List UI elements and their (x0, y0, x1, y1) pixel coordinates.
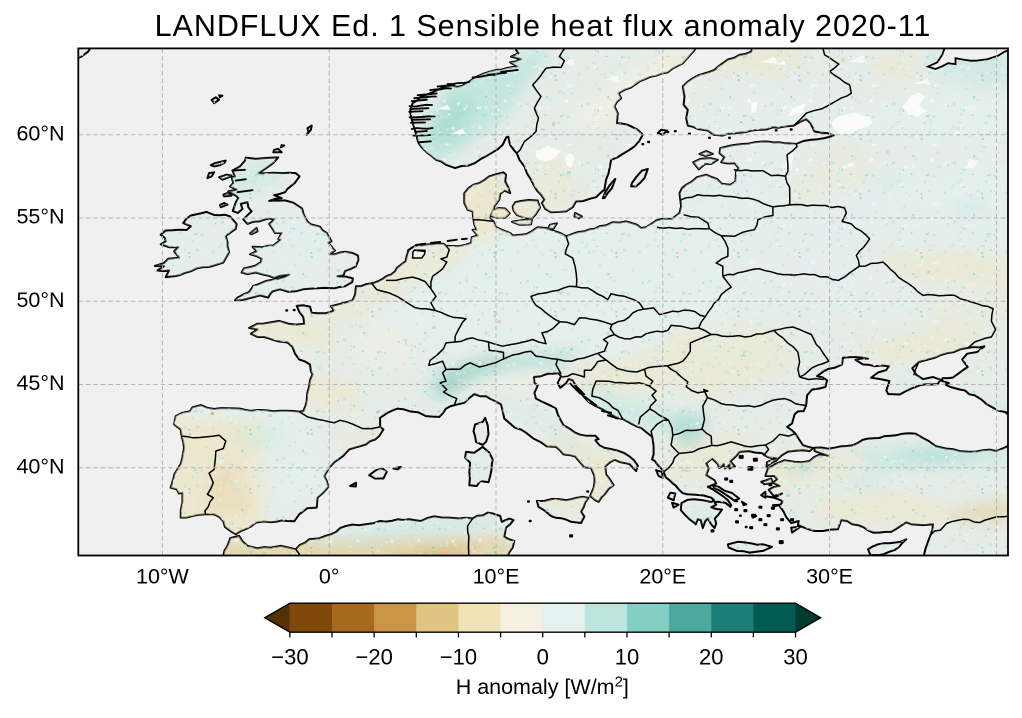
svg-text:10: 10 (615, 645, 639, 670)
svg-text:−20: −20 (356, 645, 393, 670)
svg-text:LANDFLUX Ed. 1 Sensible heat f: LANDFLUX Ed. 1 Sensible heat flux anomal… (155, 9, 932, 43)
svg-text:20°E: 20°E (639, 565, 686, 589)
svg-text:30°E: 30°E (806, 565, 853, 589)
svg-text:H anomaly [W/m2]: H anomaly [W/m2] (456, 674, 629, 700)
svg-text:10°W: 10°W (136, 565, 190, 589)
svg-text:60°N: 60°N (16, 121, 64, 145)
svg-text:−10: −10 (440, 645, 477, 670)
svg-text:0°: 0° (319, 565, 340, 589)
svg-text:30: 30 (783, 645, 807, 670)
svg-text:50°N: 50°N (16, 288, 64, 312)
svg-text:0: 0 (537, 645, 549, 670)
svg-text:55°N: 55°N (16, 205, 64, 229)
svg-text:−30: −30 (271, 645, 308, 670)
svg-text:20: 20 (699, 645, 723, 670)
svg-text:45°N: 45°N (16, 371, 64, 395)
svg-text:40°N: 40°N (16, 454, 64, 478)
svg-text:10°E: 10°E (473, 565, 520, 589)
